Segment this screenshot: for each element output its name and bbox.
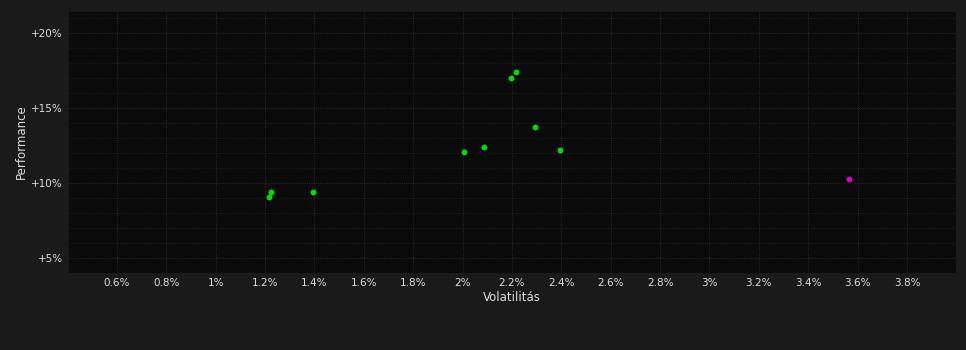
Point xyxy=(456,149,471,154)
Point xyxy=(476,144,492,150)
Point xyxy=(841,176,857,181)
Point xyxy=(503,75,519,81)
Point xyxy=(305,189,321,195)
Point xyxy=(261,194,276,199)
Point xyxy=(553,147,568,153)
Point xyxy=(508,69,524,75)
X-axis label: Volatilitás: Volatilitás xyxy=(483,290,541,304)
Point xyxy=(264,189,279,195)
Point xyxy=(527,125,543,130)
Y-axis label: Performance: Performance xyxy=(15,104,28,179)
